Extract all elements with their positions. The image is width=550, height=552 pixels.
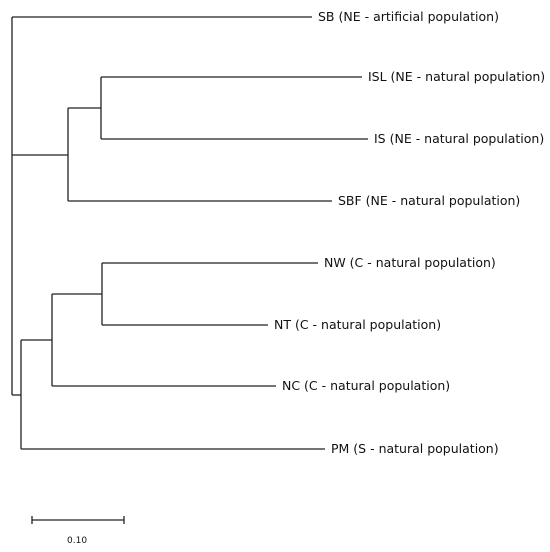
leaf-label-nt: NT (C - natural population): [274, 317, 442, 332]
leaf-label-nw: NW (C - natural population): [324, 255, 496, 270]
leaf-label-sb: SB (NE - artificial population): [318, 9, 499, 24]
leaf-label-is: IS (NE - natural population): [374, 131, 545, 146]
leaf-label-nc: NC (C - natural population): [282, 378, 451, 393]
scale-bar: [31, 516, 125, 524]
scale-bar-label: 0.10: [67, 536, 88, 546]
leaf-label-isl: ISL (NE - natural population): [368, 69, 546, 84]
leaf-label-pm: PM (S - natural population): [331, 441, 499, 456]
leaf-label-sbf: SBF (NE - natural population): [338, 193, 521, 208]
